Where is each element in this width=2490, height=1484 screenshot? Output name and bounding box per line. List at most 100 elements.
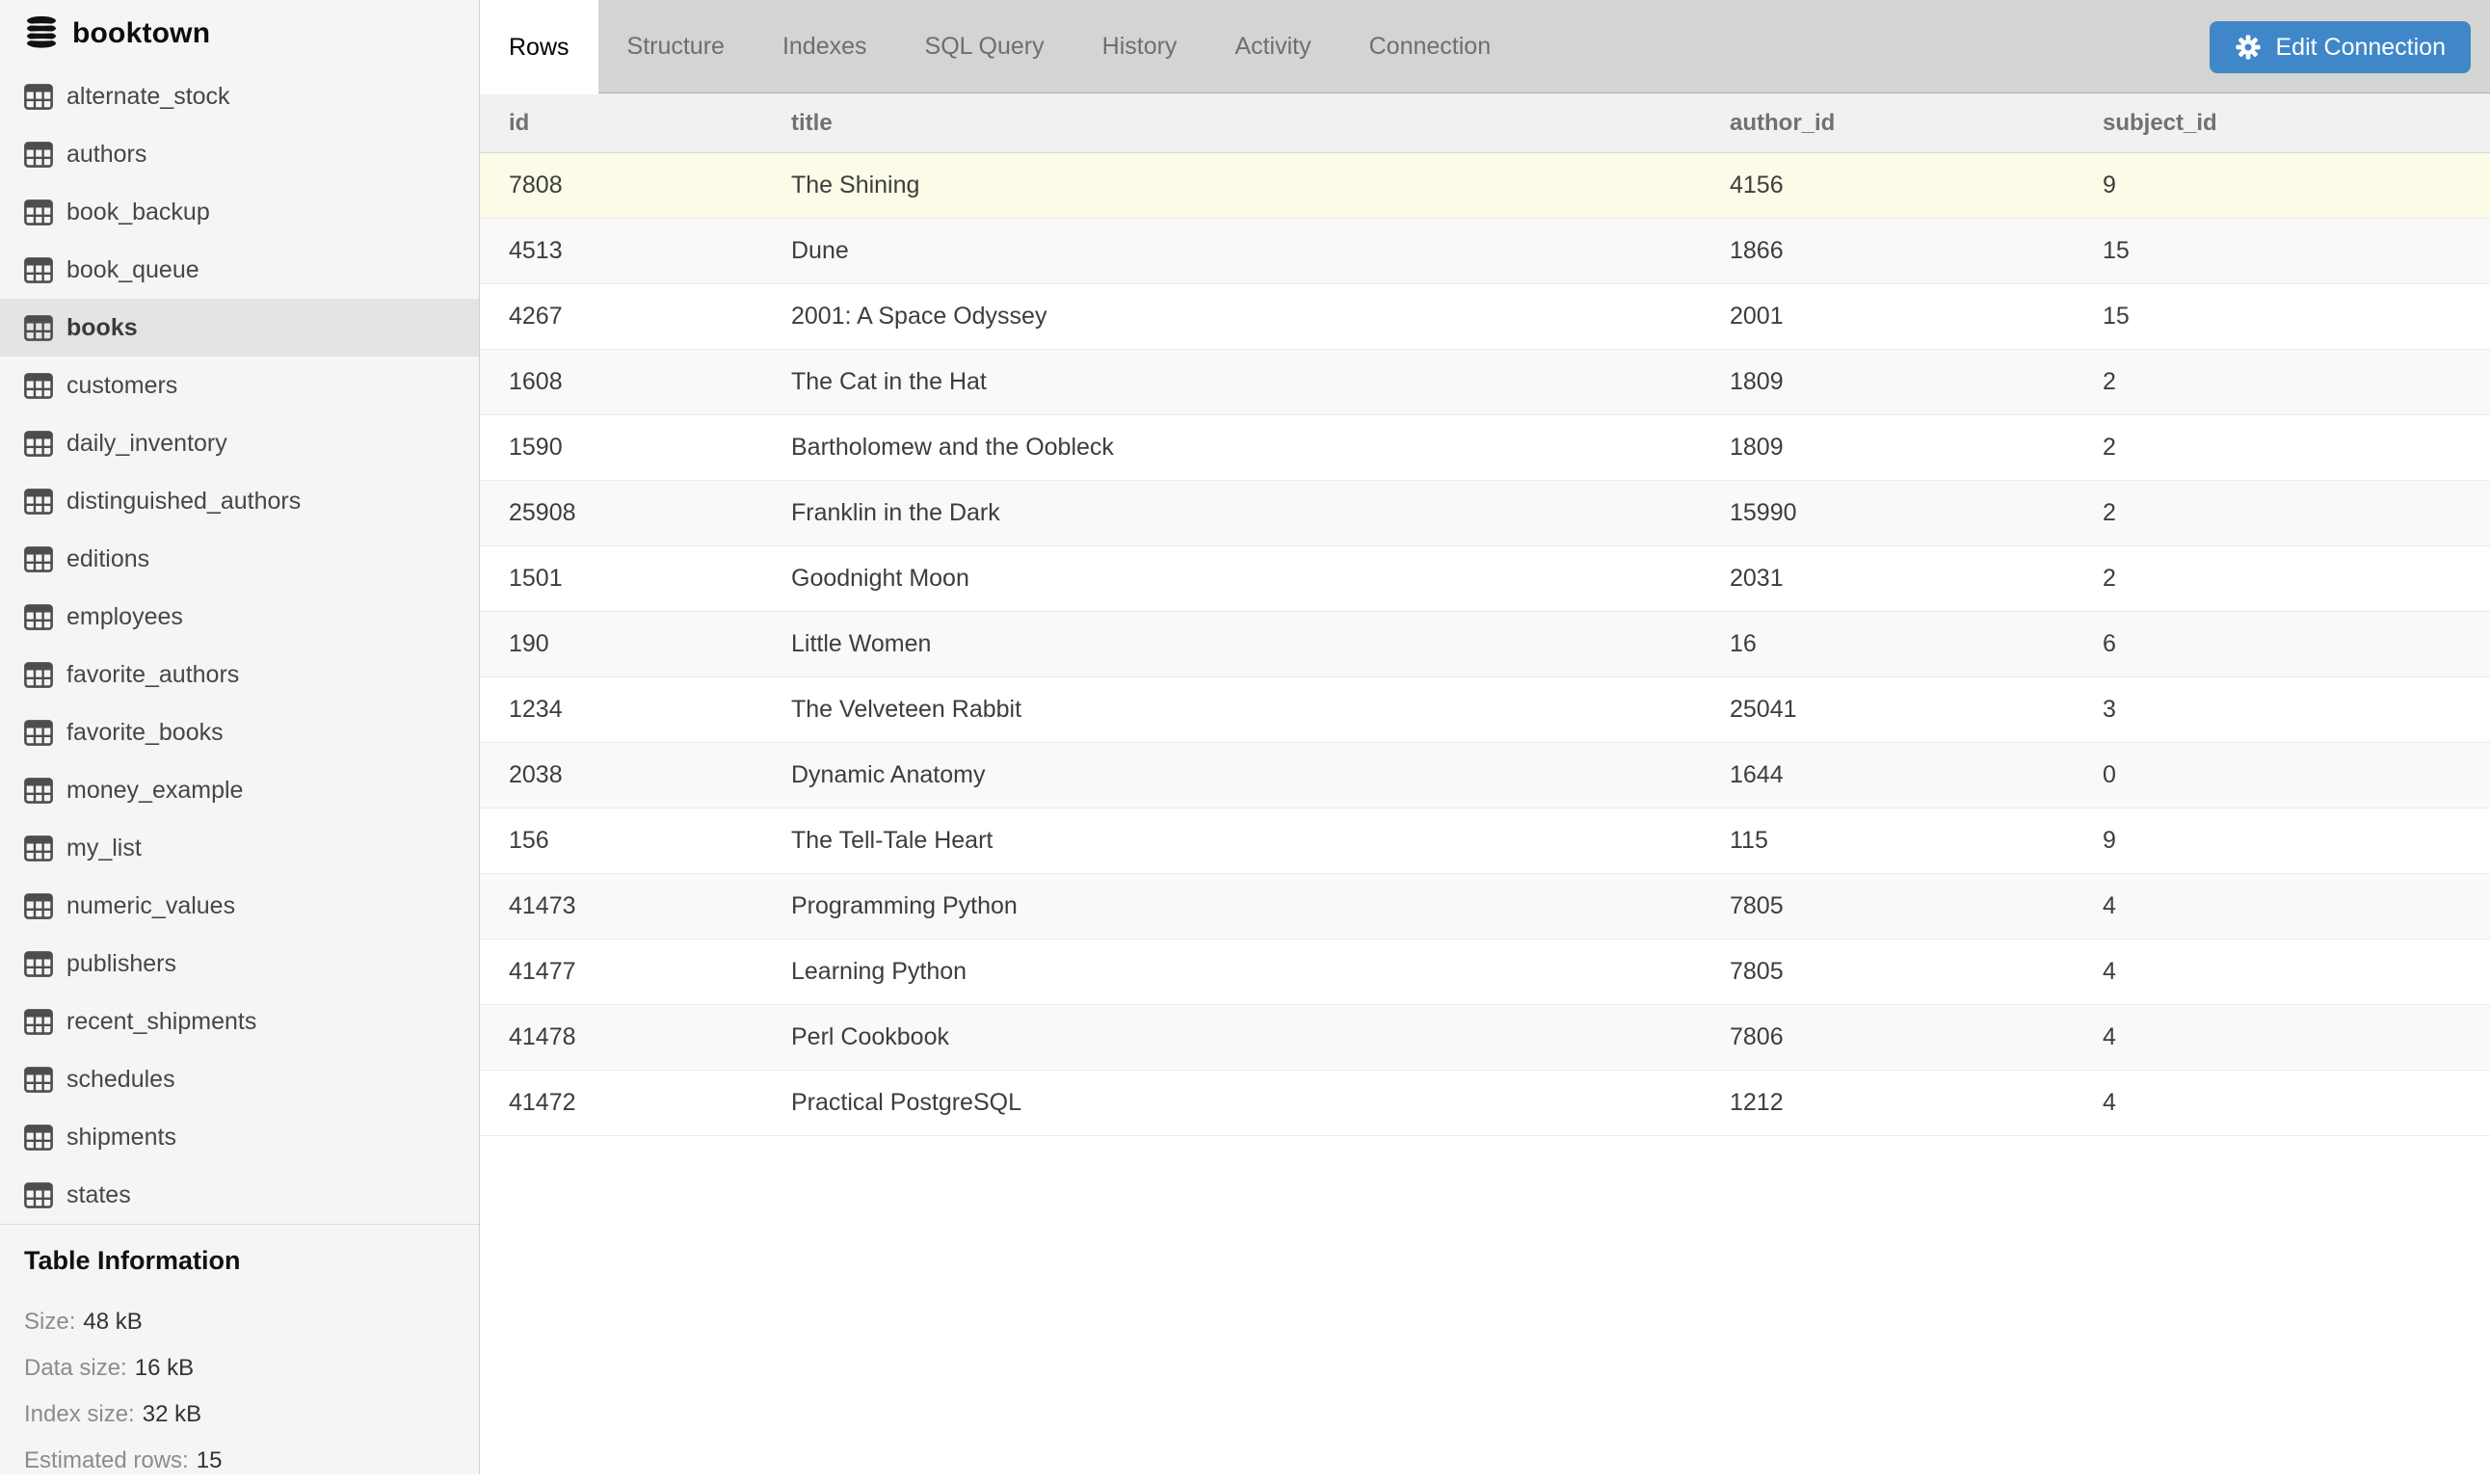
table-row[interactable]: 41478 Perl Cookbook 7806 4 bbox=[480, 1005, 2490, 1071]
cell-author_id[interactable]: 115 bbox=[1730, 827, 1768, 854]
cell-title[interactable]: The Cat in the Hat bbox=[791, 368, 987, 395]
cell-id[interactable]: 156 bbox=[509, 827, 549, 854]
cell-author_id[interactable]: 1212 bbox=[1730, 1089, 1784, 1116]
cell-subject_id[interactable]: 15 bbox=[2103, 237, 2130, 264]
tab-rows[interactable]: Rows bbox=[480, 0, 598, 94]
sidebar-item-shipments[interactable]: shipments bbox=[0, 1108, 479, 1166]
cell-author_id[interactable]: 15990 bbox=[1730, 499, 1797, 526]
sidebar-item-money_example[interactable]: money_example bbox=[0, 761, 479, 819]
sidebar-item-favorite_books[interactable]: favorite_books bbox=[0, 703, 479, 761]
sidebar-item-states[interactable]: states bbox=[0, 1166, 479, 1224]
cell-title[interactable]: Perl Cookbook bbox=[791, 1023, 949, 1050]
sidebar-item-books[interactable]: books bbox=[0, 299, 479, 357]
table-row[interactable]: 1608 The Cat in the Hat 1809 2 bbox=[480, 350, 2490, 415]
tab-history[interactable]: History bbox=[1101, 33, 1178, 60]
cell-id[interactable]: 2038 bbox=[509, 761, 563, 788]
cell-id[interactable]: 1501 bbox=[509, 565, 563, 592]
cell-author_id[interactable]: 1866 bbox=[1730, 237, 1784, 264]
column-header-title[interactable]: title bbox=[791, 109, 833, 136]
cell-title[interactable]: Learning Python bbox=[791, 958, 967, 985]
cell-id[interactable]: 1608 bbox=[509, 368, 563, 395]
cell-id[interactable]: 4513 bbox=[509, 237, 563, 264]
cell-author_id[interactable]: 7805 bbox=[1730, 958, 1784, 985]
cell-title[interactable]: Programming Python bbox=[791, 892, 1018, 919]
table-row[interactable]: 4267 2001: A Space Odyssey 2001 15 bbox=[480, 284, 2490, 350]
sidebar-item-book_queue[interactable]: book_queue bbox=[0, 241, 479, 299]
table-row[interactable]: 41477 Learning Python 7805 4 bbox=[480, 940, 2490, 1005]
column-header-subject_id[interactable]: subject_id bbox=[2103, 109, 2217, 136]
sidebar-item-schedules[interactable]: schedules bbox=[0, 1050, 479, 1108]
cell-subject_id[interactable]: 0 bbox=[2103, 761, 2116, 788]
cell-title[interactable]: Goodnight Moon bbox=[791, 565, 969, 592]
sidebar-item-distinguished_authors[interactable]: distinguished_authors bbox=[0, 472, 479, 530]
cell-title[interactable]: Little Women bbox=[791, 630, 932, 657]
tab-indexes[interactable]: Indexes bbox=[781, 33, 867, 60]
table-row[interactable]: 41473 Programming Python 7805 4 bbox=[480, 874, 2490, 940]
tab-activity[interactable]: Activity bbox=[1234, 33, 1311, 60]
cell-id[interactable]: 190 bbox=[509, 630, 549, 657]
sidebar-item-recent_shipments[interactable]: recent_shipments bbox=[0, 993, 479, 1050]
cell-author_id[interactable]: 2031 bbox=[1730, 565, 1784, 592]
cell-subject_id[interactable]: 2 bbox=[2103, 434, 2116, 461]
sidebar-item-daily_inventory[interactable]: daily_inventory bbox=[0, 414, 479, 472]
sidebar-item-editions[interactable]: editions bbox=[0, 530, 479, 588]
cell-id[interactable]: 41478 bbox=[509, 1023, 576, 1050]
column-header-author_id[interactable]: author_id bbox=[1730, 109, 1836, 136]
cell-subject_id[interactable]: 4 bbox=[2103, 1023, 2116, 1050]
sidebar-item-my_list[interactable]: my_list bbox=[0, 819, 479, 877]
table-row[interactable]: 2038 Dynamic Anatomy 1644 0 bbox=[480, 743, 2490, 808]
cell-author_id[interactable]: 1809 bbox=[1730, 368, 1784, 395]
edit-connection-button[interactable]: Edit Connection bbox=[2210, 21, 2471, 73]
table-row[interactable]: 190 Little Women 16 6 bbox=[480, 612, 2490, 677]
column-header-id[interactable]: id bbox=[509, 109, 530, 136]
cell-id[interactable]: 41477 bbox=[509, 958, 576, 985]
cell-author_id[interactable]: 7805 bbox=[1730, 892, 1784, 919]
cell-author_id[interactable]: 25041 bbox=[1730, 696, 1797, 723]
cell-subject_id[interactable]: 4 bbox=[2103, 892, 2116, 919]
cell-author_id[interactable]: 1809 bbox=[1730, 434, 1784, 461]
table-row[interactable]: 25908 Franklin in the Dark 15990 2 bbox=[480, 481, 2490, 546]
tab-structure[interactable]: Structure bbox=[626, 33, 725, 60]
sidebar-item-employees[interactable]: employees bbox=[0, 588, 479, 646]
cell-author_id[interactable]: 16 bbox=[1730, 630, 1757, 657]
cell-title[interactable]: The Velveteen Rabbit bbox=[791, 696, 1022, 723]
table-row[interactable]: 1234 The Velveteen Rabbit 25041 3 bbox=[480, 677, 2490, 743]
sidebar-item-customers[interactable]: customers bbox=[0, 357, 479, 414]
cell-author_id[interactable]: 1644 bbox=[1730, 761, 1784, 788]
cell-author_id[interactable]: 2001 bbox=[1730, 303, 1784, 330]
table-row[interactable]: 1501 Goodnight Moon 2031 2 bbox=[480, 546, 2490, 612]
cell-id[interactable]: 41472 bbox=[509, 1089, 576, 1116]
table-row[interactable]: 7808 The Shining 4156 9 bbox=[480, 153, 2490, 219]
cell-id[interactable]: 25908 bbox=[509, 499, 576, 526]
sidebar-item-numeric_values[interactable]: numeric_values bbox=[0, 877, 479, 935]
cell-title[interactable]: Practical PostgreSQL bbox=[791, 1089, 1021, 1116]
table-row[interactable]: 156 The Tell-Tale Heart 115 9 bbox=[480, 808, 2490, 874]
cell-subject_id[interactable]: 2 bbox=[2103, 368, 2116, 395]
cell-subject_id[interactable]: 3 bbox=[2103, 696, 2116, 723]
table-row[interactable]: 1590 Bartholomew and the Oobleck 1809 2 bbox=[480, 415, 2490, 481]
cell-id[interactable]: 7808 bbox=[509, 172, 563, 199]
cell-id[interactable]: 1234 bbox=[509, 696, 563, 723]
cell-title[interactable]: 2001: A Space Odyssey bbox=[791, 303, 1047, 330]
sidebar-item-alternate_stock[interactable]: alternate_stock bbox=[0, 67, 479, 125]
cell-subject_id[interactable]: 4 bbox=[2103, 958, 2116, 985]
cell-subject_id[interactable]: 9 bbox=[2103, 827, 2116, 854]
cell-id[interactable]: 1590 bbox=[509, 434, 563, 461]
cell-author_id[interactable]: 7806 bbox=[1730, 1023, 1784, 1050]
cell-title[interactable]: Franklin in the Dark bbox=[791, 499, 1000, 526]
sidebar-item-favorite_authors[interactable]: favorite_authors bbox=[0, 646, 479, 703]
cell-subject_id[interactable]: 6 bbox=[2103, 630, 2116, 657]
cell-title[interactable]: Dune bbox=[791, 237, 849, 264]
table-row[interactable]: 41472 Practical PostgreSQL 1212 4 bbox=[480, 1071, 2490, 1136]
cell-title[interactable]: The Tell-Tale Heart bbox=[791, 827, 993, 854]
cell-subject_id[interactable]: 4 bbox=[2103, 1089, 2116, 1116]
cell-title[interactable]: Bartholomew and the Oobleck bbox=[791, 434, 1114, 461]
cell-title[interactable]: Dynamic Anatomy bbox=[791, 761, 986, 788]
cell-id[interactable]: 4267 bbox=[509, 303, 563, 330]
cell-subject_id[interactable]: 2 bbox=[2103, 565, 2116, 592]
sidebar-item-authors[interactable]: authors bbox=[0, 125, 479, 183]
cell-id[interactable]: 41473 bbox=[509, 892, 576, 919]
cell-subject_id[interactable]: 15 bbox=[2103, 303, 2130, 330]
cell-title[interactable]: The Shining bbox=[791, 172, 920, 199]
tab-connection[interactable]: Connection bbox=[1368, 33, 1492, 60]
